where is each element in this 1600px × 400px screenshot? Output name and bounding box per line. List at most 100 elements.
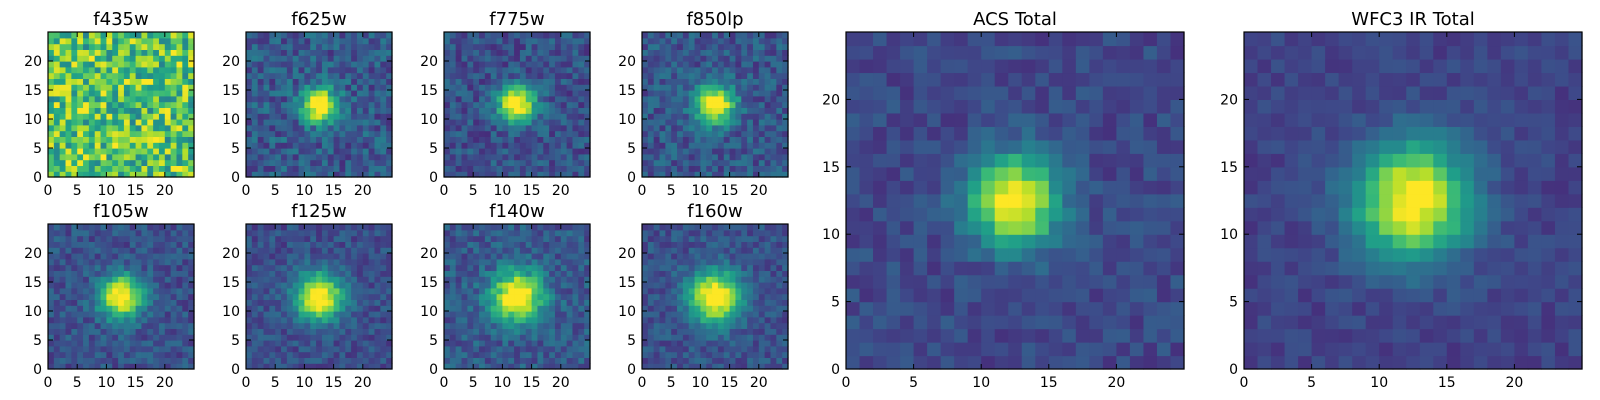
image-pixel — [135, 113, 143, 120]
image-pixel — [735, 345, 742, 353]
image-pixel — [71, 282, 78, 289]
image-pixel — [566, 357, 574, 364]
image-pixel — [59, 282, 67, 289]
image-pixel — [269, 55, 276, 62]
image-pixel — [112, 340, 119, 347]
image-pixel — [94, 32, 102, 39]
image-pixel — [356, 43, 364, 50]
image-pixel — [48, 153, 55, 161]
image-pixel — [147, 142, 154, 149]
image-pixel — [333, 253, 341, 260]
image-pixel — [502, 153, 509, 161]
image-pixel — [531, 101, 539, 108]
image-pixel — [566, 311, 574, 318]
image-pixel — [141, 66, 148, 74]
image-pixel — [123, 119, 131, 126]
image-pixel — [123, 136, 131, 143]
image-pixel — [94, 316, 102, 324]
image-pixel — [723, 136, 731, 143]
image-pixel — [467, 351, 474, 358]
image-pixel — [380, 37, 387, 45]
image-pixel — [246, 171, 253, 178]
image-pixel — [514, 49, 521, 56]
image-pixel — [572, 305, 579, 312]
image-pixel — [327, 357, 335, 364]
image-pixel — [752, 351, 760, 358]
image-pixel — [566, 124, 574, 132]
image-pixel — [782, 328, 789, 335]
image-pixel — [677, 299, 684, 306]
image-pixel — [642, 101, 649, 108]
image-pixel — [374, 95, 381, 103]
image-pixel — [647, 113, 655, 120]
image-pixel — [310, 328, 317, 335]
image-pixel — [176, 142, 183, 149]
image-pixel — [694, 363, 701, 370]
axes-frame — [245, 223, 393, 370]
image-pixel — [112, 95, 119, 103]
y-tick-label: 15 — [420, 275, 438, 291]
image-pixel — [578, 340, 585, 347]
image-pixel — [584, 305, 591, 312]
image-pixel — [153, 322, 160, 329]
image-pixel — [712, 340, 719, 347]
image-pixel — [572, 136, 579, 143]
image-pixel — [53, 247, 61, 254]
image-pixel — [455, 229, 463, 237]
image-pixel — [490, 224, 498, 231]
image-pixel — [455, 322, 463, 329]
image-pixel — [362, 316, 370, 324]
image-pixel — [298, 72, 305, 79]
image-pixel — [118, 357, 125, 364]
image-pixel — [502, 124, 509, 132]
image-pixel — [549, 258, 556, 266]
image-pixel — [729, 316, 737, 324]
x-tick-label: 0 — [440, 375, 449, 391]
image-pixel — [537, 153, 544, 161]
image-pixel — [642, 49, 649, 56]
image-pixel — [362, 32, 370, 39]
image-pixel — [514, 351, 521, 358]
image-pixel — [700, 101, 707, 108]
image-pixel — [700, 95, 707, 103]
image-pixel — [188, 43, 195, 50]
image-pixel — [281, 95, 288, 103]
image-pixel — [48, 241, 55, 248]
image-pixel — [572, 334, 579, 341]
image-pixel — [147, 153, 154, 161]
image-pixel — [741, 159, 748, 166]
image-pixel — [572, 351, 579, 358]
image-pixel — [345, 340, 352, 347]
image-pixel — [374, 136, 381, 143]
image-pixel — [269, 363, 276, 370]
image-pixel — [94, 282, 102, 289]
image-pixel — [741, 345, 748, 353]
image-pixel — [129, 66, 137, 74]
image-pixel — [502, 32, 509, 39]
image-pixel — [549, 107, 556, 114]
image-pixel — [304, 32, 311, 39]
image-pixel — [444, 37, 451, 45]
image-pixel — [153, 32, 160, 39]
image-pixel — [123, 113, 131, 120]
image-pixel — [135, 229, 143, 237]
image-pixel — [741, 66, 748, 74]
image-pixel — [508, 165, 515, 172]
image-pixel — [275, 142, 282, 149]
image-pixel — [129, 32, 137, 39]
image-pixel — [700, 153, 707, 161]
image-pixel — [53, 264, 61, 271]
image-pixel — [345, 124, 352, 132]
image-pixel — [723, 328, 731, 335]
image-pixel — [263, 276, 270, 283]
image-pixel — [659, 148, 666, 155]
image-pixel — [112, 49, 119, 56]
image-pixel — [543, 130, 550, 137]
image-pixel — [118, 55, 125, 62]
image-pixel — [310, 37, 317, 45]
image-pixel — [467, 258, 474, 266]
image-pixel — [251, 299, 259, 306]
image-pixel — [449, 72, 457, 79]
image-pixel — [741, 340, 748, 347]
image-pixel — [525, 258, 533, 266]
